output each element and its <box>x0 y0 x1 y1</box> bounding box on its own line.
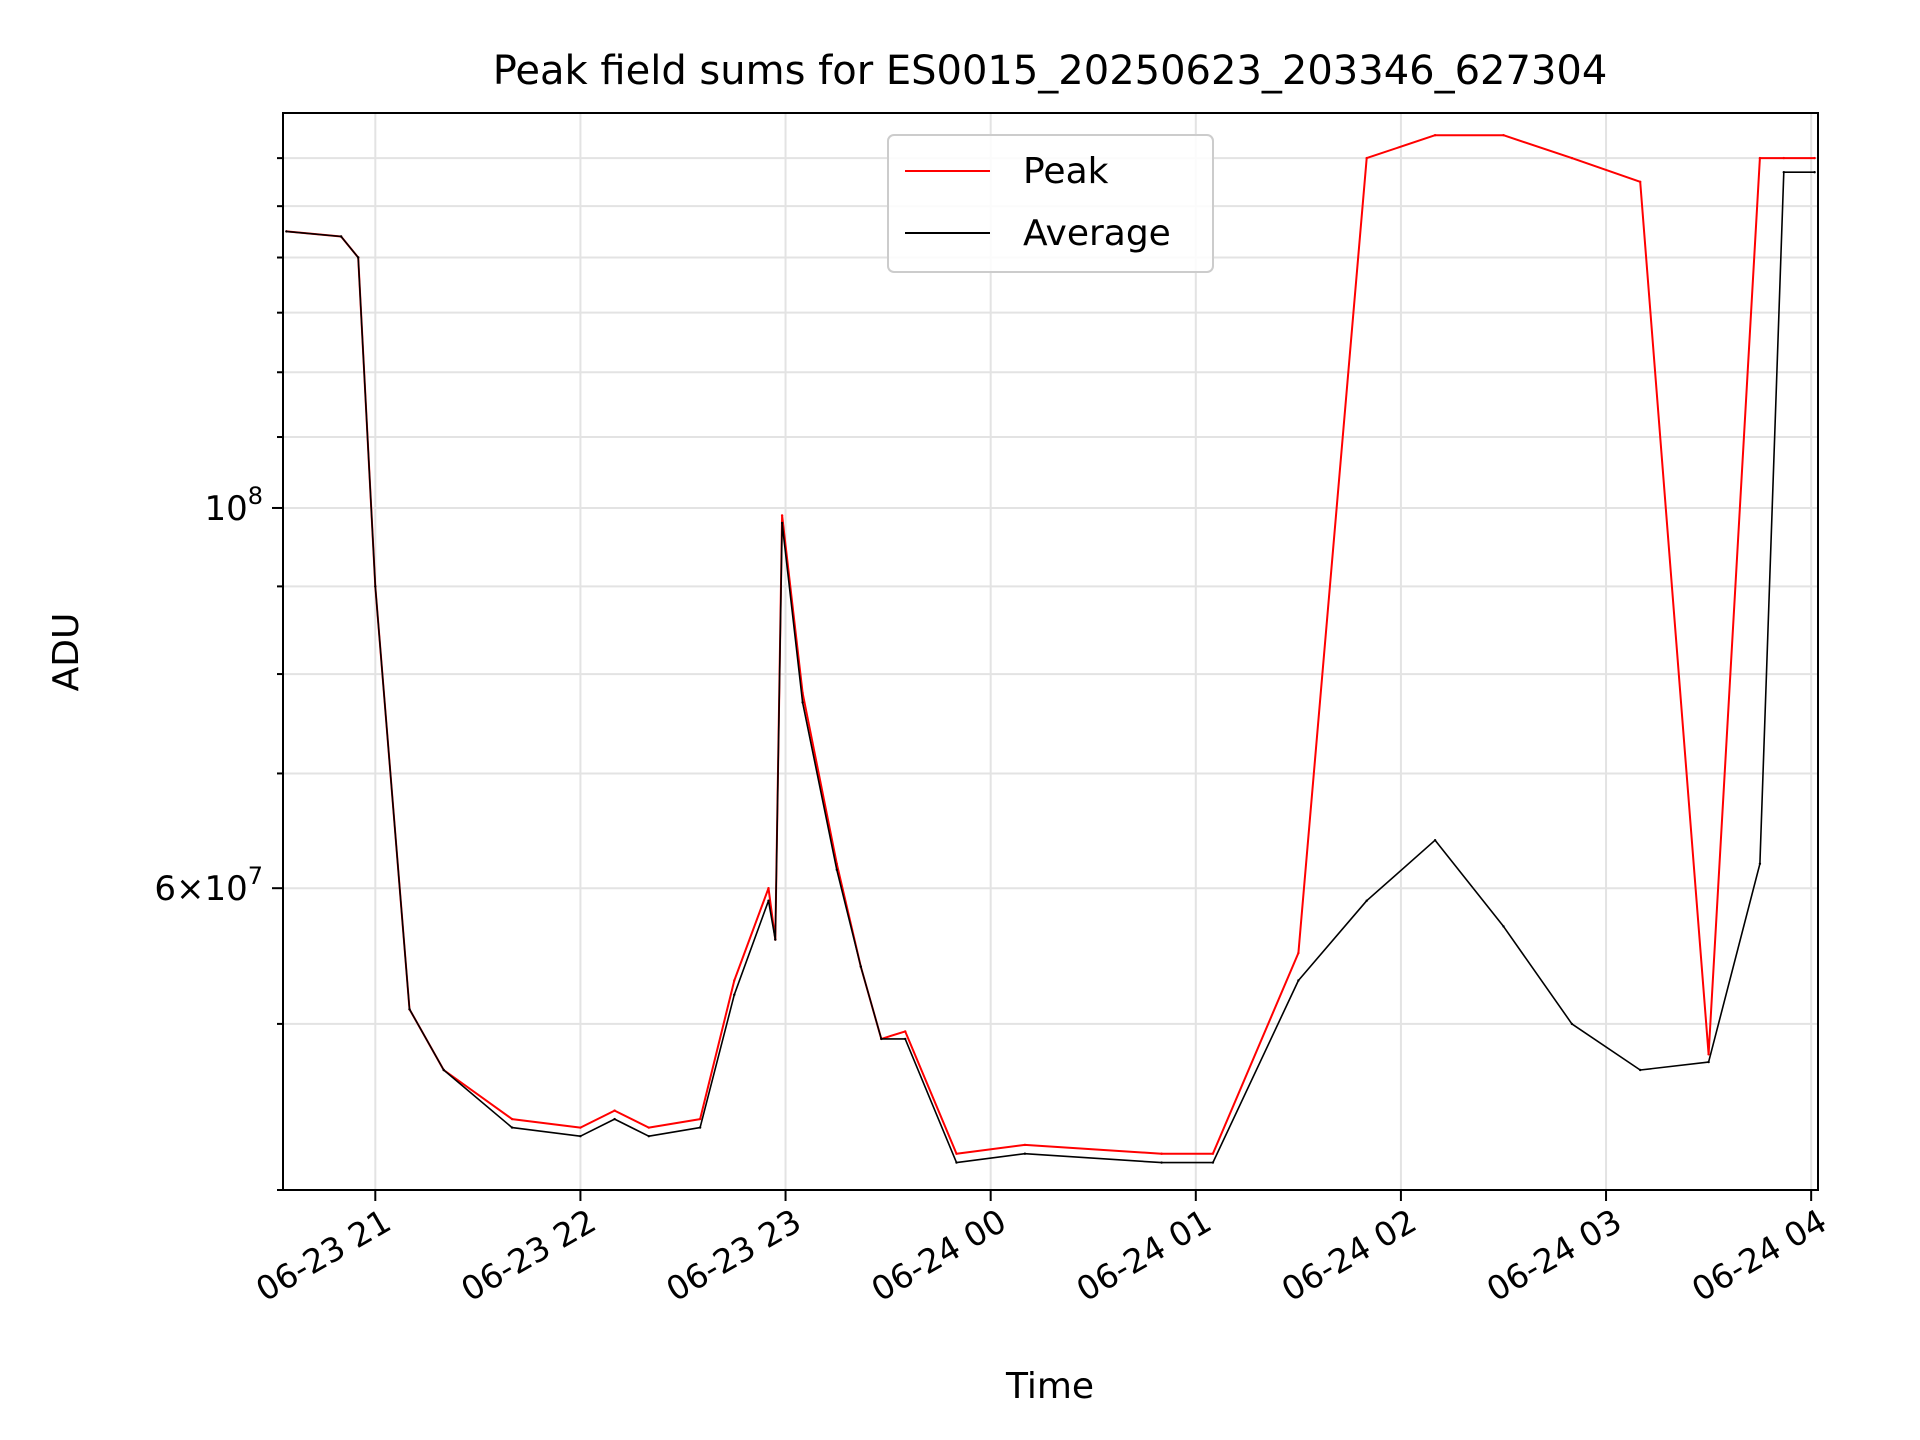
data-point-average <box>613 1117 616 1121</box>
data-point-average <box>1707 1060 1710 1064</box>
data-point-average <box>579 1135 582 1138</box>
series-layer <box>285 134 1816 1164</box>
data-point-average <box>835 868 838 871</box>
plot-frame <box>282 112 1819 1191</box>
data-point-peak <box>1782 156 1786 160</box>
y-axis-label: ADU <box>46 613 87 692</box>
y-tick-label: 6×107 <box>154 862 263 909</box>
data-point-peak <box>733 979 736 982</box>
data-point-average <box>1160 1161 1163 1164</box>
data-point-average <box>1813 171 1816 174</box>
data-point-peak <box>1211 1152 1215 1155</box>
data-point-average <box>733 993 736 996</box>
data-point-average <box>442 1068 445 1072</box>
data-point-average <box>880 1037 883 1041</box>
data-point-average <box>339 235 343 238</box>
data-point-peak <box>1813 156 1816 160</box>
data-point-peak <box>613 1109 616 1112</box>
legend-average-label: Average <box>1023 213 1171 254</box>
data-point-peak <box>955 1152 958 1155</box>
data-point-average <box>1297 979 1300 982</box>
data-point-peak <box>579 1126 582 1129</box>
data-point-peak <box>1758 156 1762 160</box>
data-point-peak <box>1570 156 1574 160</box>
data-point-average <box>801 701 804 704</box>
data-point-average <box>859 965 862 968</box>
data-point-average <box>1570 1022 1574 1026</box>
legend-box <box>887 134 1214 273</box>
chart-title: Peak field sums for ES0015_20250623_2033… <box>493 48 1608 94</box>
legend: Peak Average <box>887 134 1214 273</box>
x-axis-label: Time <box>1005 1366 1094 1407</box>
data-point-average <box>357 256 360 259</box>
data-point-average <box>374 585 377 588</box>
data-point-peak <box>510 1117 514 1121</box>
legend-peak-label: Peak <box>1023 151 1109 192</box>
data-point-peak <box>1365 156 1368 160</box>
data-point-average <box>1758 862 1762 865</box>
data-point-peak <box>767 887 770 890</box>
data-point-average <box>647 1135 650 1138</box>
data-point-average <box>1502 925 1505 928</box>
data-point-average <box>955 1161 958 1164</box>
data-point-peak <box>780 514 784 517</box>
data-point-average <box>698 1126 702 1129</box>
data-point-average <box>408 1008 411 1011</box>
data-point-average <box>904 1037 907 1041</box>
data-point-average <box>1782 171 1786 174</box>
data-point-average <box>510 1126 514 1129</box>
data-point-average <box>767 899 770 902</box>
data-point-average <box>774 938 777 941</box>
data-point-average <box>1365 899 1368 902</box>
series-line-average <box>286 171 1815 1164</box>
data-point-average <box>1639 1068 1642 1072</box>
data-point-peak <box>1433 134 1437 137</box>
data-point-average <box>285 230 288 233</box>
data-point-peak <box>647 1126 650 1129</box>
data-point-average <box>1211 1161 1215 1164</box>
data-point-peak <box>1297 951 1300 955</box>
data-point-average <box>780 521 784 525</box>
data-point-peak <box>698 1117 702 1121</box>
data-point-peak <box>1160 1152 1163 1155</box>
y-tick-label: 108 <box>204 482 263 529</box>
data-point-peak <box>1639 180 1642 183</box>
data-point-peak <box>1502 134 1505 137</box>
data-point-average <box>1433 839 1437 842</box>
data-point-average <box>1023 1152 1027 1155</box>
data-point-peak <box>1023 1143 1027 1147</box>
data-point-peak <box>1707 1053 1710 1056</box>
data-point-peak <box>904 1030 907 1033</box>
